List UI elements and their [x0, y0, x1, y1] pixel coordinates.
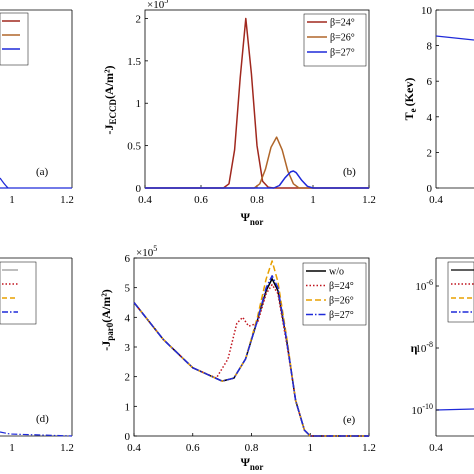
panel-d-curve-tail	[0, 431, 73, 437]
panel-e-label: (e)	[343, 414, 356, 426]
panel-f-xtick: 0.4	[429, 442, 443, 454]
panel-c-ylabel: Te(Kev)	[402, 78, 418, 121]
panel-e-ylabel: -Jpar0(A/m²)	[99, 289, 115, 351]
panel-e-legend-label-1: w/o	[329, 267, 344, 278]
panel-e-series	[133, 260, 369, 437]
panel-b-series-line-2	[145, 136, 369, 189]
panel-c-ytick-label: 2	[427, 147, 433, 159]
panel-f-ylabel: η	[411, 341, 418, 355]
panel-e-ytick-label: 4	[125, 312, 131, 324]
panel-c-curve	[435, 35, 474, 41]
panel-b-xtick-label: 1	[310, 194, 316, 206]
panel-b-legend-label-1: β=24°	[330, 18, 355, 29]
panel-f-legend-box	[447, 261, 474, 323]
panel-c-xtick: 0.4	[429, 194, 443, 206]
panel-d-label: (d)	[36, 413, 49, 425]
panel-e-xtick-label: 0.6	[186, 442, 200, 454]
panel-e-legend-label-3: β=26°	[329, 296, 354, 307]
panel-a-xtick-1: 1	[9, 194, 15, 206]
panel-e-legend: w/o β=24° β=26° β=27°	[306, 267, 354, 321]
panel-f-axis-ticks: 10-10 10-8 10-6	[411, 278, 439, 417]
panel-b-xlabel: Ψnor	[241, 210, 264, 227]
panel-e-axis-ticks: 0.4 0.6 0.8 1 1.2 0 1 2 3 4 5 6	[125, 253, 376, 454]
panel-e-ytick-label: 3	[125, 342, 131, 354]
panel-e-xtick-label: 0.4	[127, 442, 141, 454]
panel-e-ytick-label: 2	[125, 372, 131, 384]
panel-c-ytick-label: 0	[427, 183, 433, 195]
panel-e-legend-label-2: β=24°	[329, 281, 354, 292]
panel-b-ytick-label: 0	[136, 183, 142, 195]
panel-c-te-partial: 0 2 4 6 8 10 Te(Kev) 0.4	[402, 5, 474, 206]
panel-e-ytick-label: 5	[125, 283, 131, 295]
panel-b-ylabel: -JECCD(A/m²)	[102, 65, 118, 134]
panel-a-label: (a)	[36, 166, 49, 178]
panel-c-ytick-label: 6	[427, 76, 433, 88]
panel-b-series	[145, 17, 369, 189]
panel-e-xlabel: Ψnor	[241, 455, 264, 472]
panel-b-xtick-label: 1.2	[362, 194, 376, 206]
panel-b-ytick-label: 1	[136, 98, 142, 110]
panel-c-ytick-label: 8	[427, 41, 433, 53]
panel-b-legend-label-3: β=27°	[330, 48, 355, 59]
panel-f-eta-partial: 10-10 10-8 10-6 η 0.4	[411, 257, 474, 454]
panel-a: (a) 1 1.2	[0, 9, 74, 206]
panel-b-xtick-label: 0.4	[138, 194, 152, 206]
panel-c-ytick-label: 10	[421, 5, 433, 17]
panel-c-axis-ticks: 0 2 4 6 8 10	[421, 5, 439, 195]
panel-d-xtick-2: 1.2	[60, 442, 74, 454]
panel-e-ytick-label: 1	[125, 401, 131, 413]
panel-b-xtick-label: 0.6	[194, 194, 208, 206]
panel-c-ytick-label: 4	[427, 112, 433, 124]
panel-b-xtick-label: 0.8	[250, 194, 264, 206]
panel-e-ytick-label: 6	[125, 253, 131, 265]
panel-b-ytick-label: 0.5	[127, 141, 141, 153]
panel-e-xtick-label: 1.2	[362, 442, 376, 454]
panel-e-ytick-label: 0	[125, 431, 131, 443]
panel-b-legend: β=24° β=26° β=27°	[307, 18, 355, 59]
panel-e-scale-note: ×105	[136, 244, 157, 259]
panel-f-curve	[435, 408, 474, 411]
panel-f-ytick-label: 10-10	[411, 402, 433, 417]
panel-f-ytick-label: 10-6	[415, 278, 433, 293]
panel-b-label: (b)	[343, 166, 356, 178]
panel-e-series-line-4	[133, 275, 369, 437]
panel-e-xtick-label: 1	[308, 442, 314, 454]
panel-f-ytick-label: 10-8	[415, 340, 433, 355]
panel-a-xtick-2: 1.2	[60, 194, 74, 206]
panel-e-legend-box	[302, 262, 367, 326]
panel-e-xtick-label: 0.8	[245, 442, 259, 454]
panel-d-xtick-1: 1	[9, 442, 15, 454]
panel-e-legend-label-4: β=27°	[329, 310, 354, 321]
panel-b-eccd-current: 0.4 0.6 0.8 1 1.2 0 0.5 1 1.5 2 ×105 -JECCD(A/m²)…	[102, 0, 376, 227]
panel-b-ytick-label: 1.5	[127, 56, 141, 68]
panel-b-ytick-label: 2	[136, 13, 142, 25]
panel-d-legend-box	[0, 261, 37, 325]
panel-e-parallel-current: 0.4 0.6 0.8 1 1.2 0 1 2 3 4 5 6 ×105 -Jpar0(A/m²) Ψ…	[99, 244, 376, 472]
panel-d: (d) 1 1.2	[0, 257, 74, 454]
panel-b-legend-label-2: β=26°	[330, 33, 355, 44]
panel-a-curve-tail	[0, 177, 9, 189]
panel-b-scale-note: ×105	[147, 0, 168, 11]
panel-b-series-line-3	[145, 170, 369, 189]
